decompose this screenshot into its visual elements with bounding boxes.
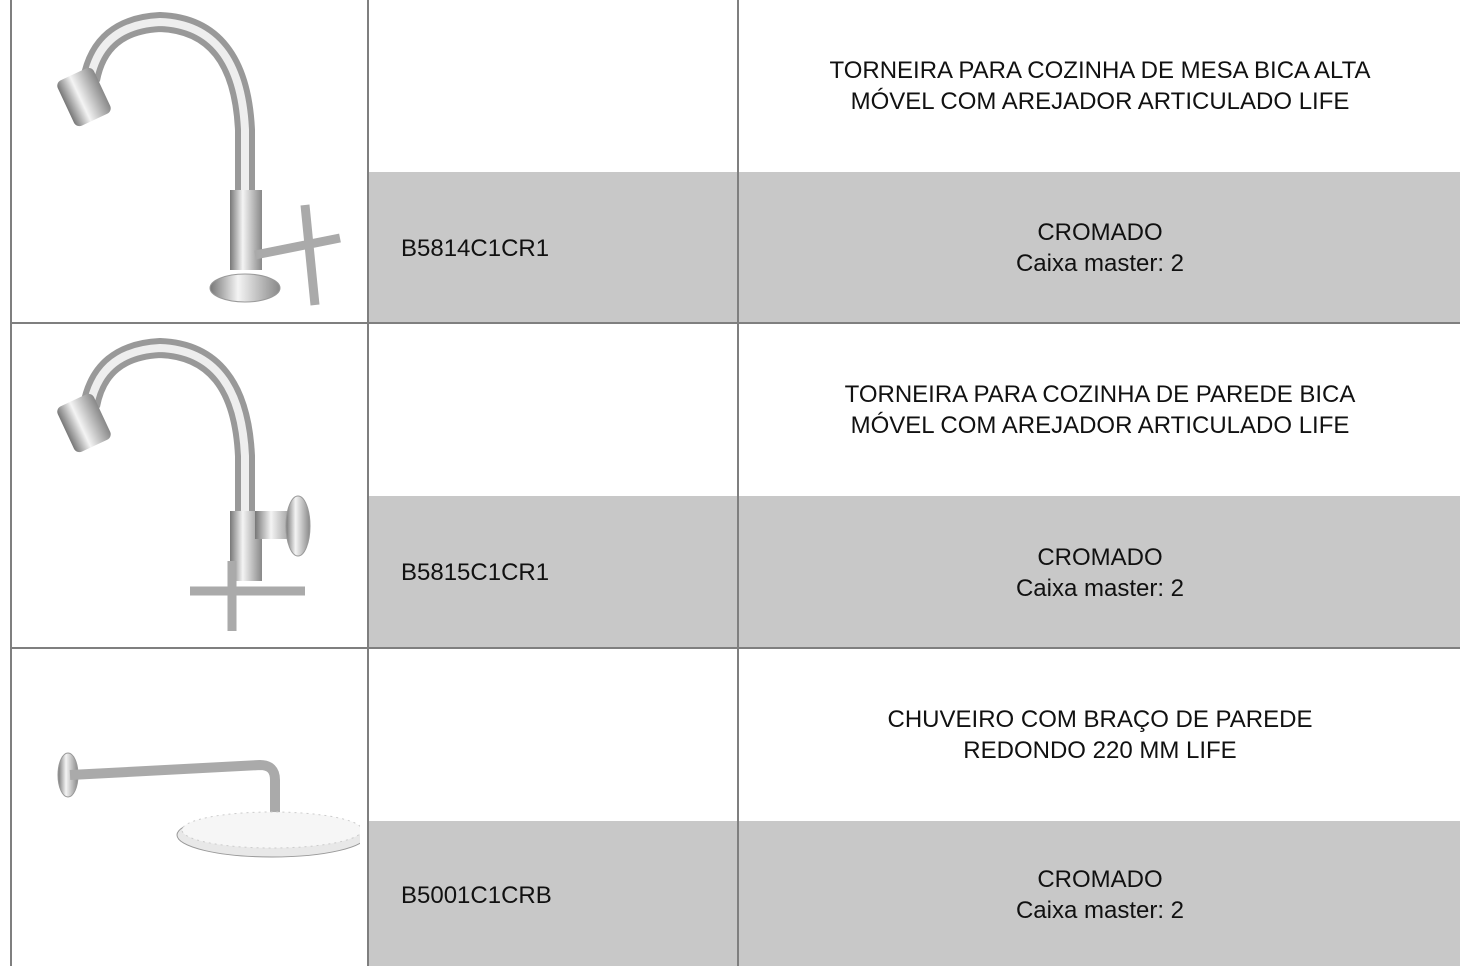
code-cell: B5815C1CR1: [369, 496, 738, 649]
finish: CROMADO: [1037, 543, 1163, 571]
row-divider: [10, 322, 1460, 324]
finish-cell: CROMADO Caixa master: 2: [740, 821, 1460, 966]
finish: CROMADO: [1037, 219, 1163, 246]
master-box: Caixa master: 2: [1015, 250, 1185, 277]
description-line: MÓVEL COM AREJADOR ARTICULADO LIFE: [850, 88, 1350, 115]
description-line: MÓVEL COM AREJADOR ARTICULADO LIFE: [850, 412, 1350, 439]
column-divider: [10, 0, 12, 966]
finish-cell: CROMADO Caixa master: 2: [740, 496, 1460, 649]
description-cell: TORNEIRA PARA COZINHA DE MESA BICA ALTA M…: [740, 0, 1460, 172]
code-cell: B5814C1CR1: [369, 172, 738, 324]
description-line: TORNEIRA PARA COZINHA DE PAREDE BICA: [844, 381, 1356, 408]
row-shade: [369, 172, 1460, 322]
product-image: [57, 752, 360, 858]
master-box: Caixa master: 2: [1015, 897, 1185, 924]
description-cell: CHUVEIRO COM BRAÇO DE PAREDE REDONDO 220 …: [740, 649, 1460, 821]
code-cell: B5001C1CRB: [369, 821, 738, 966]
description-line: REDONDO 220 MM LIFE: [963, 737, 1237, 764]
finish-cell: CROMADO Caixa master: 2: [740, 172, 1460, 324]
column-divider: [737, 0, 739, 966]
product-code: B5814C1CR1: [401, 234, 550, 262]
row-shade: [369, 821, 1460, 966]
description-line: TORNEIRA PARA COZINHA DE MESA BICA ALTA: [829, 57, 1371, 84]
description-cell: TORNEIRA PARA COZINHA DE PAREDE BICA MÓVE…: [740, 324, 1460, 496]
row-divider: [10, 647, 1460, 649]
product-code: B5815C1CR1: [401, 559, 550, 586]
description-line: CHUVEIRO COM BRAÇO DE PAREDE: [887, 706, 1313, 733]
product-code: B5001C1CRB: [401, 881, 552, 909]
product-image: [57, 11, 341, 306]
finish: CROMADO: [1037, 866, 1163, 893]
row-shade: [369, 496, 1460, 647]
product-image: [57, 337, 311, 631]
column-divider: [367, 0, 369, 966]
master-box: Caixa master: 2: [1015, 574, 1185, 602]
